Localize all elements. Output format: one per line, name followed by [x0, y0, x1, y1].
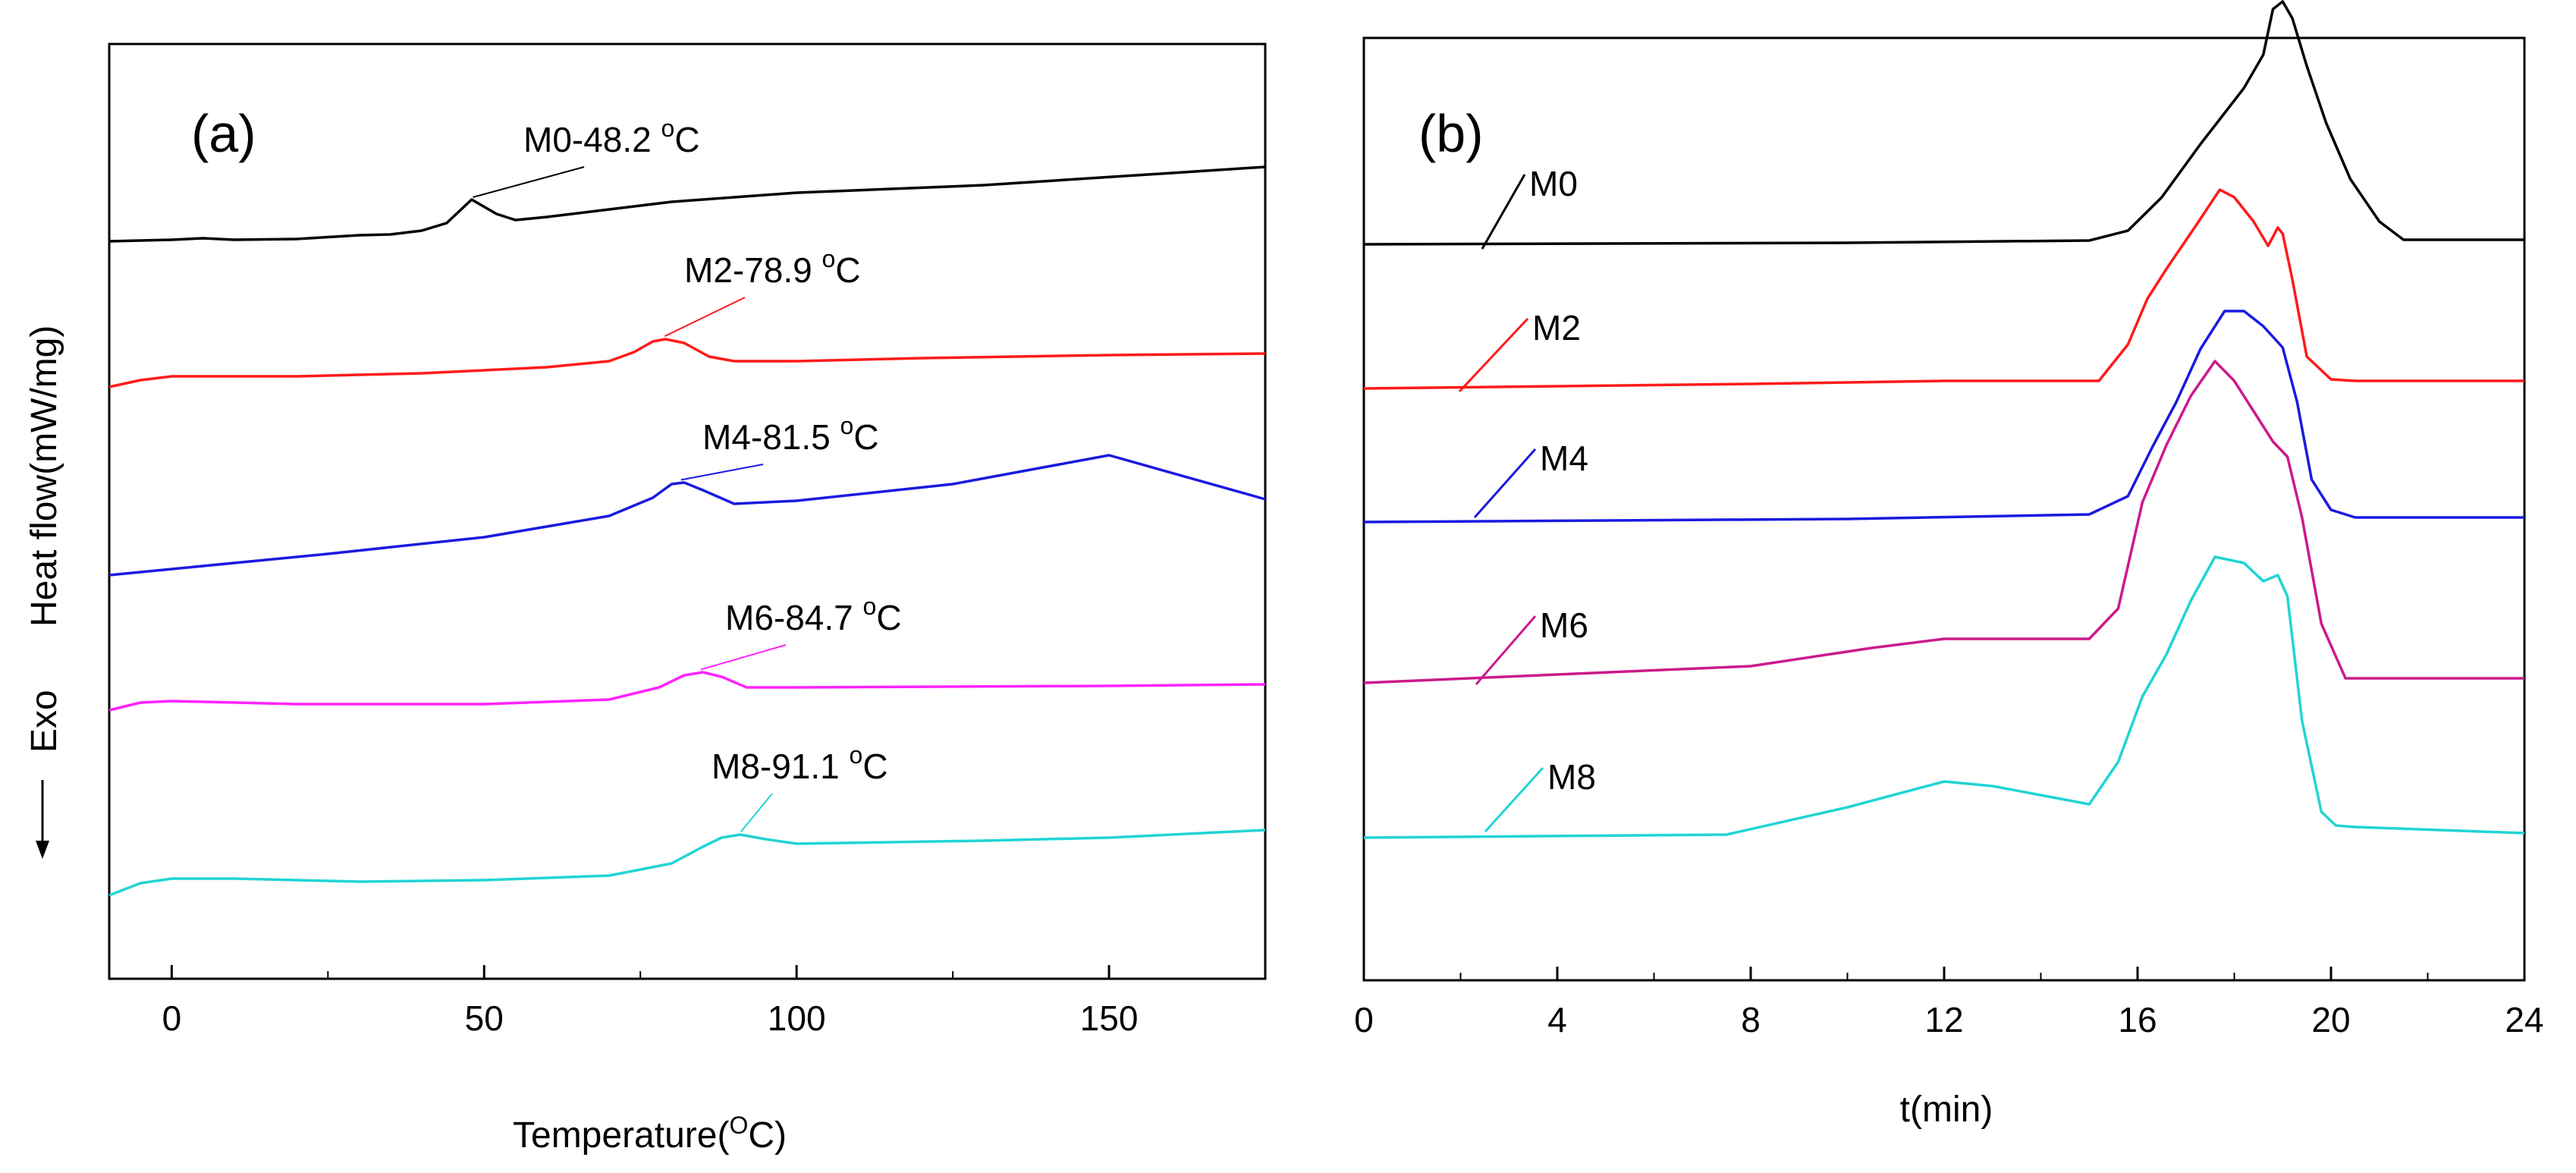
series-label-m2: M2 — [1532, 308, 1581, 347]
panel-a-label: (a) — [191, 104, 256, 163]
x-tick-label: 8 — [1741, 1000, 1761, 1039]
series-label-m8: M8 — [1547, 757, 1596, 797]
series-m0-line — [1363, 0, 2524, 246]
panel-a-frame — [108, 42, 1267, 980]
x-tick-label: 4 — [1547, 1000, 1567, 1039]
series-m4-line — [108, 454, 1266, 577]
series-leader-m2 — [1458, 317, 1529, 393]
annotation-leader-m8 — [740, 793, 773, 832]
x-tick-label: 0 — [162, 998, 182, 1038]
x-tick-label: 24 — [2505, 1000, 2543, 1039]
series-m8-line — [108, 829, 1266, 897]
series-label-m0: M0 — [1529, 164, 1578, 203]
series-m2-line — [108, 338, 1266, 388]
annotation-m0: M0-48.2 oC — [523, 115, 700, 159]
series-leader-m6 — [1475, 615, 1537, 685]
series-leader-m4 — [1473, 448, 1537, 518]
panel-a-ylabel: Heat flow(mW/mg) — [24, 325, 64, 627]
exo-arrow-head — [36, 841, 49, 859]
panel-b: 0 4 8 12 16 20 24 M0 M2 M4 M6 M8 (b) t(min) — [1354, 0, 2544, 1130]
annotation-leader-m0 — [473, 166, 585, 198]
x-tick-label: 0 — [1354, 1000, 1374, 1039]
x-tick-label: 150 — [1080, 998, 1139, 1038]
annotation-m6: M6-84.7 oC — [725, 593, 902, 637]
annotation-m8: M8-91.1 oC — [712, 741, 888, 786]
series-m8-line — [1363, 555, 2525, 839]
annotation-leader-m6 — [700, 644, 787, 671]
annotation-leader-m4 — [680, 464, 764, 481]
annotation-m4: M4-81.5 oC — [702, 412, 879, 457]
panel-a-xlabel: Temperature(OC) — [513, 1112, 787, 1156]
panel-b-label: (b) — [1418, 104, 1484, 163]
series-m0-line — [108, 165, 1266, 243]
x-tick-label: 16 — [2118, 1000, 2157, 1039]
x-tick-label: 50 — [465, 998, 504, 1038]
panel-b-xlabel: t(min) — [1900, 1090, 1993, 1130]
panel-a: 0 50 100 150 M0-48.2 oC M2-78.9 oC M4-81.5 oC… — [24, 42, 1267, 1156]
exo-label: Exo — [24, 690, 64, 753]
series-leader-m8 — [1484, 766, 1544, 833]
x-tick-label: 12 — [1924, 1000, 1963, 1039]
series-m2-line — [1363, 188, 2524, 390]
series-leader-m0 — [1481, 174, 1526, 250]
series-m6-line — [108, 671, 1266, 712]
series-m4-line — [1363, 310, 2524, 524]
series-label-m6: M6 — [1540, 605, 1588, 645]
x-tick-label: 20 — [2311, 1000, 2350, 1039]
series-m6-line — [1363, 360, 2524, 684]
series-label-m4: M4 — [1540, 439, 1588, 478]
annotation-leader-m2 — [664, 297, 746, 338]
annotation-m2: M2-78.9 oC — [684, 245, 861, 290]
x-tick-label: 100 — [768, 998, 826, 1038]
